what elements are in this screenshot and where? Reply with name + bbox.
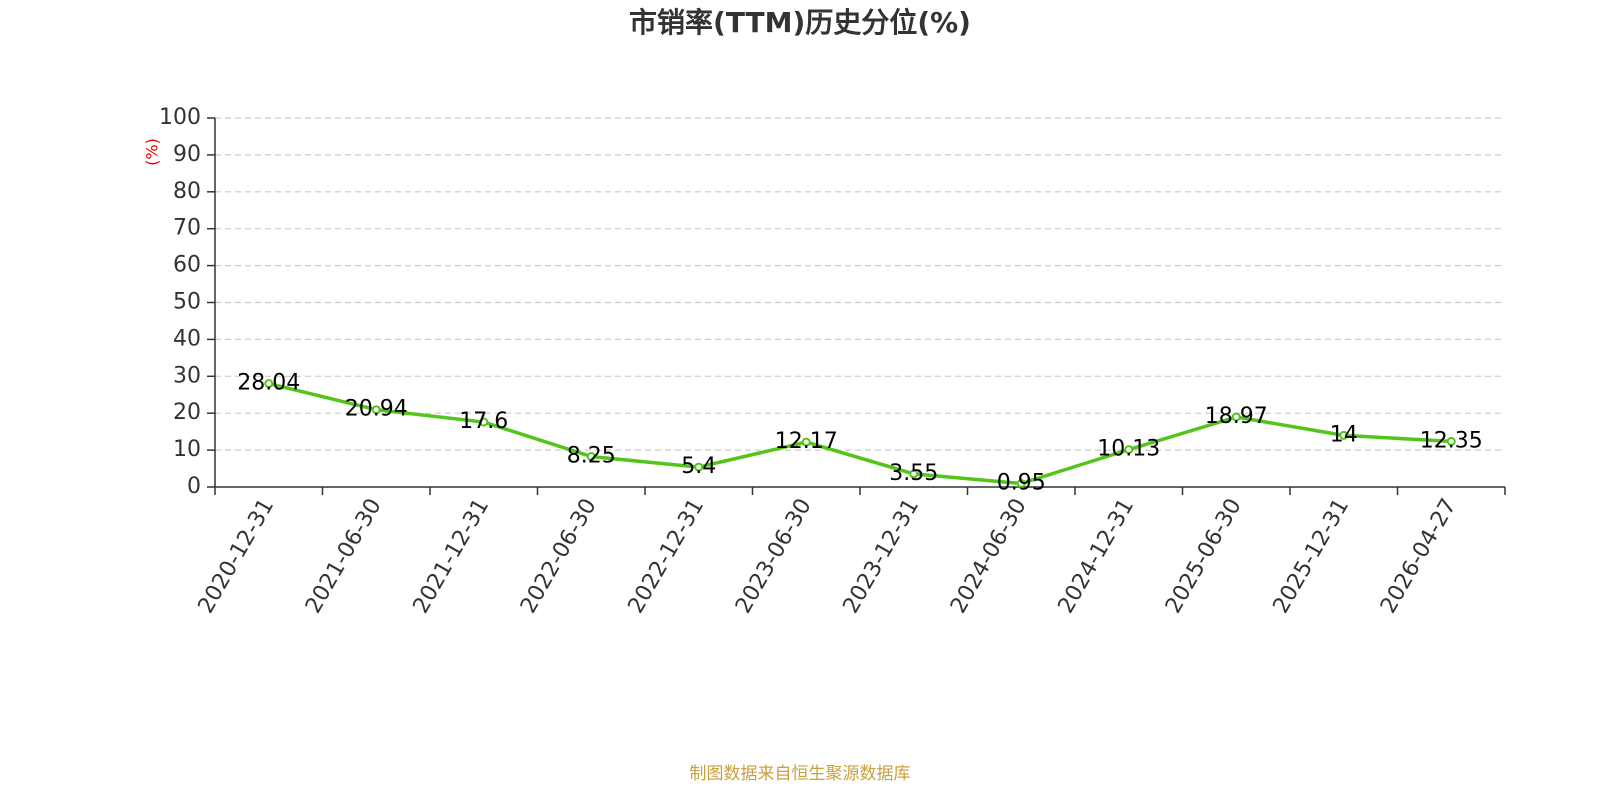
data-label: 5.4: [681, 454, 716, 479]
x-tick-label: 2023-06-30: [731, 495, 817, 618]
x-tick-label: 2025-06-30: [1161, 495, 1247, 618]
y-tick-label: 30: [173, 363, 201, 388]
data-label: 3.55: [889, 461, 938, 486]
x-tick-label: 2024-06-30: [946, 495, 1032, 618]
x-tick-label: 2022-12-31: [624, 495, 710, 618]
data-label: 17.6: [459, 409, 508, 434]
data-label: 14: [1330, 422, 1358, 447]
data-label: 10.13: [1097, 437, 1160, 462]
x-tick-label: 2022-06-30: [516, 495, 602, 618]
y-tick-label: 70: [173, 216, 201, 241]
data-label: 12.35: [1420, 428, 1483, 453]
point: [694, 462, 704, 472]
point: [586, 452, 596, 462]
data-label: 28.04: [237, 371, 300, 396]
y-tick-label: 20: [173, 400, 201, 425]
point: [1124, 445, 1134, 455]
data-label: 8.25: [567, 444, 616, 469]
x-tick-label: 2021-06-30: [301, 495, 387, 618]
point: [1446, 436, 1456, 446]
x-tick-label: 2023-12-31: [839, 495, 925, 618]
y-tick-label: 40: [173, 326, 201, 351]
y-tick-label: 60: [173, 253, 201, 278]
data-label: 20.94: [345, 397, 408, 422]
x-tick-label: 2024-12-31: [1054, 495, 1140, 618]
y-tick-label: 50: [173, 290, 201, 315]
y-tick-label: 100: [159, 105, 201, 130]
y-axis-label: (%): [143, 138, 162, 166]
point: [1339, 430, 1349, 440]
point: [479, 417, 489, 427]
x-tick-label: 2025-12-31: [1269, 495, 1355, 618]
point: [1016, 478, 1026, 488]
point: [801, 437, 811, 447]
data-label: 18.97: [1205, 404, 1268, 429]
point: [264, 379, 274, 389]
point: [1231, 412, 1241, 422]
y-tick-label: 10: [173, 437, 201, 462]
data-label: 12.17: [775, 429, 838, 454]
data-label: 0.95: [997, 470, 1046, 495]
point: [371, 405, 381, 415]
y-tick-label: 80: [173, 179, 201, 204]
point: [909, 469, 919, 479]
source-note: 制图数据来自恒生聚源数据库: [690, 764, 911, 784]
x-tick-label: 2021-12-31: [409, 495, 495, 618]
chart-title: 市销率(TTM)历史分位(%): [629, 6, 971, 39]
line: [268, 381, 1452, 486]
x-tick-label: 2020-12-31: [194, 495, 280, 618]
y-tick-label: 0: [187, 474, 201, 499]
y-tick-label: 90: [173, 142, 201, 167]
x-tick-label: 2026-04-27: [1376, 495, 1462, 618]
